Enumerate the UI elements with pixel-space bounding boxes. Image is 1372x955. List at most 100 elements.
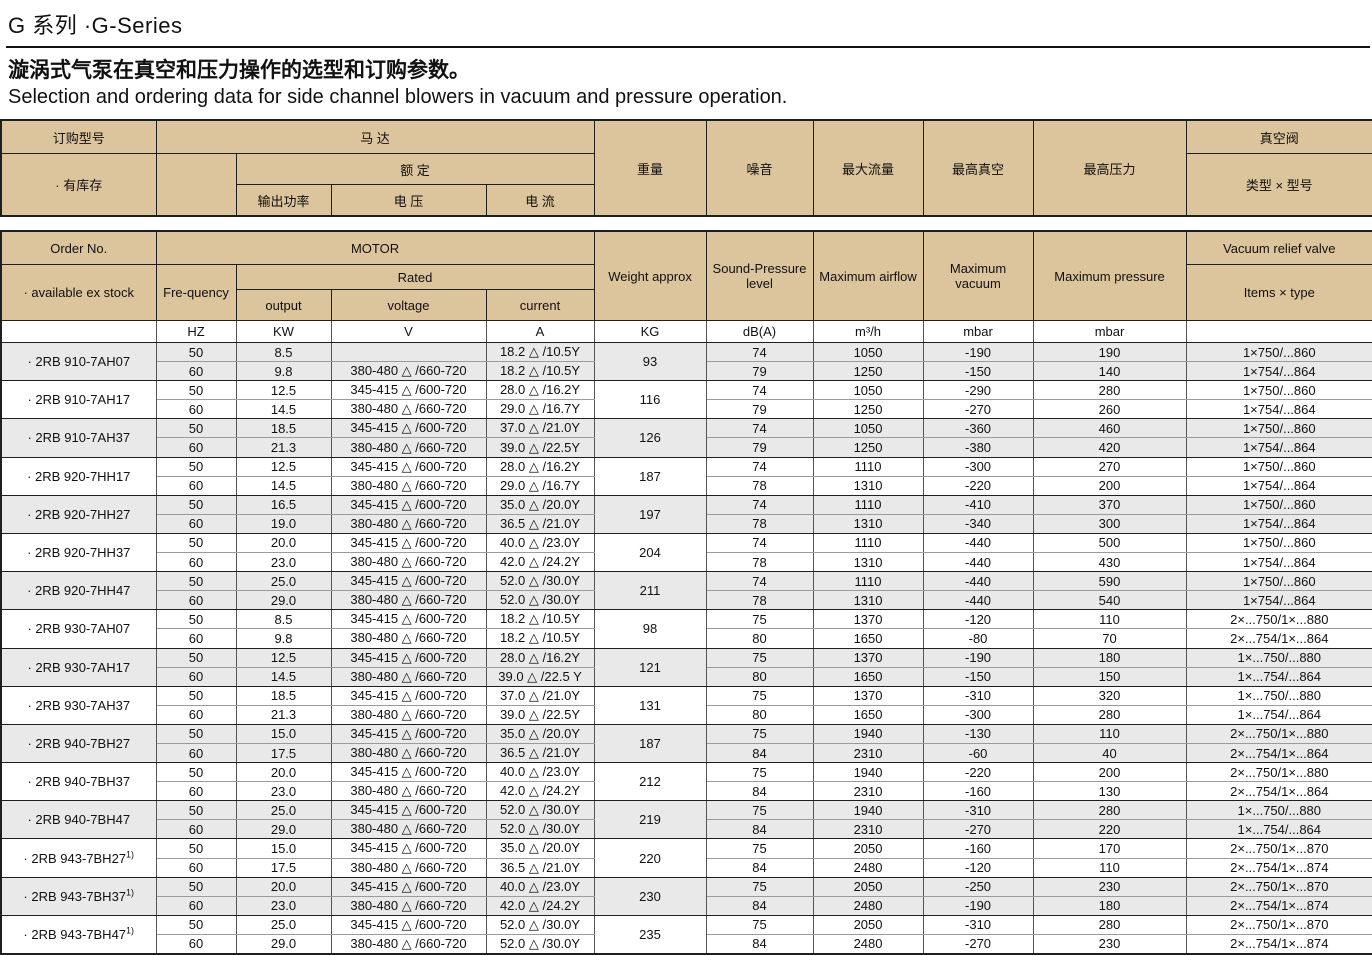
sound-level-cell: 84 (705, 781, 814, 802)
frequency-cell: 60 (155, 399, 237, 420)
current-cell: 36.5 △ /21.0Y (485, 743, 595, 764)
airflow-cell: 1370 (812, 686, 924, 706)
vacuum-cell: -120 (922, 858, 1034, 878)
valve-cell: 1×...754/...864 (1185, 819, 1372, 840)
voltage-cell: 380-480 △ /660-720 (330, 896, 487, 916)
frequency-cell: 50 (155, 800, 237, 821)
output-cell: 21.3 (235, 437, 332, 458)
vacuum-cell: -190 (922, 648, 1034, 668)
valve-cell: 1×754/...864 (1185, 514, 1372, 534)
pressure-cell: 280 (1032, 800, 1187, 821)
frequency-cell: 60 (155, 514, 237, 534)
header-cn-stock: · 有库存 (0, 153, 157, 217)
unit-weight: KG (593, 320, 707, 343)
valve-cell: 1×754/...864 (1185, 476, 1372, 496)
header-en-stock: · available ex stock (0, 264, 157, 321)
vacuum-cell: -310 (922, 915, 1034, 935)
sound-level-cell: 80 (705, 705, 814, 725)
order-no-cell: · 2RB 910-7AH37 (0, 418, 157, 458)
unit-current: A (485, 320, 595, 343)
unit-noise: dB(A) (705, 320, 814, 343)
table-body: · 2RB 910-7AH07 50 8.5 18.2 △ /10.5Y 93 74 105… (0, 342, 1372, 955)
weight-cell: 121 (593, 648, 707, 687)
table-row: 60 23.0 380-480 △ /660-720 42.0 △ /24.2Y 78 1… (1, 552, 1372, 573)
weight-cell: 212 (593, 762, 707, 802)
unit-airflow: m³/h (812, 320, 924, 343)
frequency-cell: 60 (155, 743, 237, 764)
output-cell: 25.0 (235, 800, 332, 821)
sound-level-cell: 78 (705, 514, 814, 534)
voltage-cell: 345-415 △ /600-720 (330, 495, 487, 515)
table-row: · 2RB 920-7HH17 50 12.5 345-415 △ /600-720 2… (0, 457, 1372, 496)
header-en-current: current (485, 289, 595, 321)
current-cell: 39.0 △ /22.5Y (485, 705, 595, 725)
pressure-cell: 110 (1032, 609, 1187, 630)
airflow-cell: 2050 (812, 915, 924, 935)
unit-voltage: V (330, 320, 487, 343)
pressure-cell: 110 (1032, 724, 1187, 744)
header-en-rated: Rated (235, 264, 595, 290)
vacuum-cell: -310 (922, 686, 1034, 706)
vacuum-cell: -270 (922, 399, 1034, 420)
valve-cell: 2×...750/1×...880 (1185, 609, 1372, 630)
table-row: 60 14.5 380-480 △ /660-720 29.0 △ /16.7Y 79 1… (1, 399, 1372, 420)
order-no-cell: · 2RB 940-7BH37 (0, 762, 157, 802)
current-cell: 37.0 △ /21.0Y (485, 686, 595, 706)
order-no-cell: · 2RB 910-7AH07 (0, 342, 157, 382)
voltage-cell: 380-480 △ /660-720 (330, 743, 487, 764)
vacuum-cell: -160 (922, 838, 1034, 859)
pressure-cell: 190 (1032, 342, 1187, 363)
vacuum-cell: -360 (922, 418, 1034, 439)
vacuum-cell: -150 (922, 667, 1034, 687)
table-row: 60 23.0 380-480 △ /660-720 42.0 △ /24.2Y 84 2… (1, 781, 1372, 802)
voltage-cell: 345-415 △ /600-720 (330, 571, 487, 592)
vacuum-cell: -150 (922, 361, 1034, 382)
vacuum-cell: -340 (922, 514, 1034, 534)
table-row: · 2RB 910-7AH07 50 8.5 18.2 △ /10.5Y 93 74 105… (0, 342, 1372, 382)
current-cell: 52.0 △ /30.0Y (485, 590, 595, 611)
valve-cell: 2×...750/1×...870 (1185, 877, 1372, 897)
table-row: · 2RB 930-7AH07 50 8.5 345-415 △ /600-720 18… (0, 609, 1372, 649)
header-en-noise: Sound-Pressure level (705, 230, 814, 321)
voltage-cell (330, 342, 487, 363)
airflow-cell: 1370 (812, 609, 924, 630)
current-cell: 39.0 △ /22.5 Y (485, 667, 595, 687)
order-no-cell: · 2RB 930-7AH17 (0, 648, 157, 687)
pressure-cell: 110 (1032, 858, 1187, 878)
airflow-cell: 2310 (812, 743, 924, 764)
sound-level-cell: 84 (705, 858, 814, 878)
voltage-cell: 380-480 △ /660-720 (330, 667, 487, 687)
header-en-voltage: voltage (330, 289, 487, 321)
valve-cell: 2×...750/1×...870 (1185, 838, 1372, 859)
order-no-cell: · 2RB 943-7BH271) (0, 838, 157, 878)
vacuum-cell: -80 (922, 628, 1034, 649)
table-row: · 2RB 943-7BH371) 50 20.0 345-415 △ /600-72… (0, 877, 1372, 916)
valve-cell: 2×...754/1×...864 (1185, 743, 1372, 764)
airflow-cell: 1650 (812, 705, 924, 725)
current-cell: 18.2 △ /10.5Y (485, 361, 595, 382)
table-row: · 2RB 943-7BH271) 50 15.0 345-415 △ /600-72… (0, 838, 1372, 878)
subtitle-english: Selection and ordering data for side cha… (8, 86, 788, 108)
frequency-cell: 50 (155, 380, 237, 401)
vacuum-cell: -440 (922, 533, 1034, 554)
header-en-airflow: Maximum airflow (812, 230, 924, 321)
pressure-cell: 370 (1032, 495, 1187, 515)
vacuum-cell: -380 (922, 437, 1034, 458)
current-cell: 28.0 △ /16.2Y (485, 648, 595, 668)
valve-cell: 1×750/...860 (1185, 457, 1372, 477)
header-en-pressure: Maximum pressure (1032, 230, 1187, 321)
frequency-cell: 50 (155, 609, 237, 630)
valve-cell: 1×750/...860 (1185, 533, 1372, 554)
order-no-cell: · 2RB 940-7BH27 (0, 724, 157, 764)
unit-vacuum: mbar (922, 320, 1034, 343)
frequency-cell: 50 (155, 495, 237, 515)
vacuum-cell: -120 (922, 609, 1034, 630)
frequency-cell: 50 (155, 342, 237, 363)
frequency-cell: 50 (155, 457, 237, 477)
weight-cell: 187 (593, 724, 707, 764)
pressure-cell: 40 (1032, 743, 1187, 764)
weight-cell: 93 (593, 342, 707, 382)
vacuum-cell: -160 (922, 781, 1034, 802)
pressure-cell: 280 (1032, 705, 1187, 725)
